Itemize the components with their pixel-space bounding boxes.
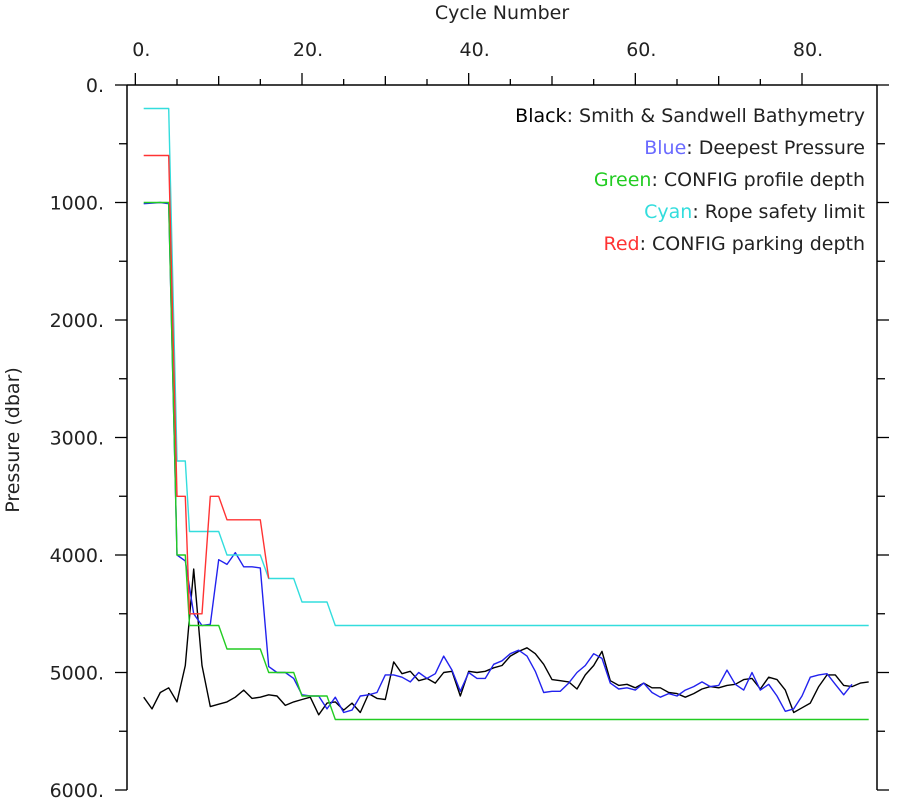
y-tick-label: 0.	[86, 75, 104, 97]
legend-entry-black: Black: Smith & Sandwell Bathymetry	[515, 105, 865, 127]
legend-color-word: Red	[603, 233, 639, 255]
legend-description: : Rope safety limit	[692, 201, 865, 223]
series-line-black	[143, 568, 869, 716]
series-lines	[143, 107, 869, 721]
y-tick-label: 3000.	[50, 428, 104, 450]
x-tick-label: 0.	[132, 39, 150, 61]
y-tick-label: 6000.	[50, 780, 104, 800]
series-line-red	[143, 154, 270, 615]
legend: Black: Smith & Sandwell BathymetryBlue: …	[515, 105, 865, 255]
x-tick-label: 40.	[460, 39, 490, 61]
x-tick-label: 80.	[793, 39, 823, 61]
legend-description: : CONFIG profile depth	[651, 169, 865, 191]
x-tick-label: 60.	[626, 39, 656, 61]
legend-entry-green: Green: CONFIG profile depth	[594, 169, 865, 191]
legend-description: : Deepest Pressure	[686, 137, 865, 159]
series-line-green	[143, 201, 869, 721]
series-line-cyan	[143, 107, 869, 627]
series-line-blue	[143, 201, 853, 714]
legend-color-word: Green	[594, 169, 652, 191]
y-tick-label: 4000.	[50, 545, 104, 567]
x-axis-title: Cycle Number	[435, 2, 569, 24]
y-tick-label: 5000.	[50, 663, 104, 685]
legend-entry-red: Red: CONFIG parking depth	[603, 233, 865, 255]
x-tick-label: 20.	[293, 39, 323, 61]
legend-entry-cyan: Cyan: Rope safety limit	[644, 201, 865, 223]
legend-description: : CONFIG parking depth	[640, 233, 865, 255]
legend-color-word: Black	[515, 105, 566, 127]
y-axis-title: Pressure (dbar)	[2, 367, 24, 513]
y-tick-label: 2000.	[50, 310, 104, 332]
legend-color-word: Blue	[644, 137, 686, 159]
legend-color-word: Cyan	[644, 201, 692, 223]
y-tick-label: 1000.	[50, 193, 104, 215]
legend-entry-blue: Blue: Deepest Pressure	[644, 137, 865, 159]
tick-labels: 0. 20. 40. 60. 80. 0. 1000. 2000. 3000. 4000. 5000…	[50, 39, 824, 800]
legend-description: : Smith & Sandwell Bathymetry	[567, 105, 865, 127]
axis-ticks	[115, 73, 889, 791]
